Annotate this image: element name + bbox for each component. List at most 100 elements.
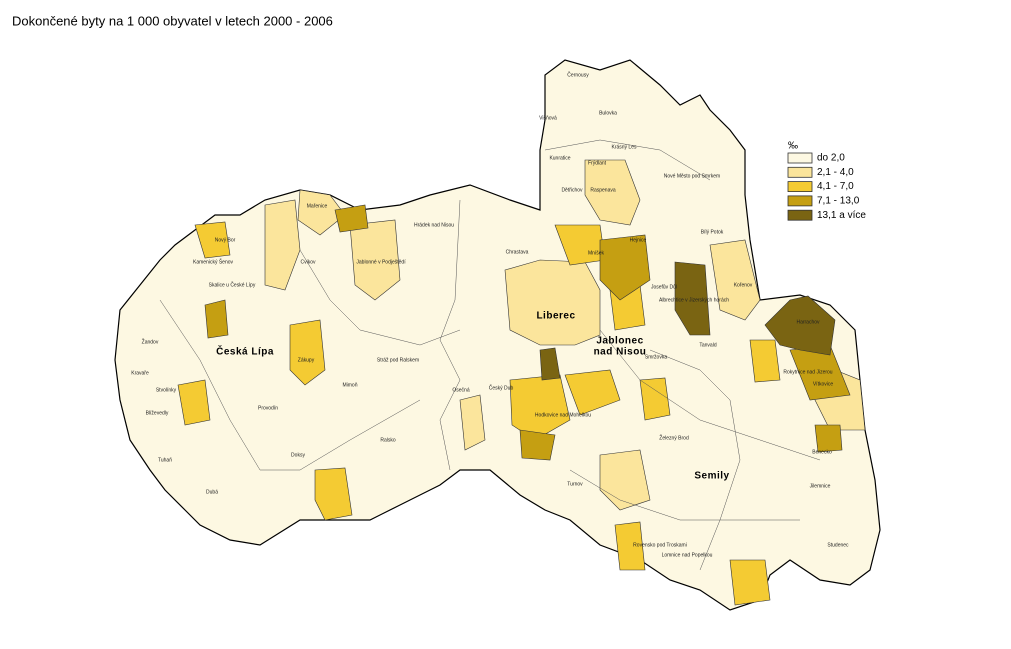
area bbox=[204, 299, 229, 339]
place-label: Mníšek bbox=[588, 250, 605, 256]
area bbox=[289, 319, 326, 386]
place-label: Dětřichov bbox=[561, 187, 583, 193]
legend-swatch bbox=[787, 209, 813, 221]
town-label: Semily bbox=[694, 471, 729, 482]
legend-swatch bbox=[787, 166, 813, 178]
area bbox=[194, 221, 231, 259]
place-label: Dubá bbox=[206, 489, 218, 495]
place-label: Nový Bor bbox=[215, 237, 236, 243]
legend-label: 13,1 a více bbox=[817, 210, 866, 221]
border-line bbox=[439, 199, 461, 471]
border-line bbox=[569, 469, 800, 521]
area bbox=[639, 377, 671, 421]
place-label: Hejnice bbox=[630, 237, 647, 243]
legend: ‰ do 2,0 2,1 - 4,0 4,1 - 7,0 7,1 - 13,0 13,1 … bbox=[787, 141, 866, 221]
place-label: Albrechtice v Jizerských horách bbox=[659, 297, 729, 303]
legend-swatch bbox=[787, 152, 813, 164]
area bbox=[177, 379, 211, 426]
place-label: Kravaře bbox=[131, 370, 149, 376]
place-label: Studenec bbox=[827, 542, 849, 548]
area bbox=[764, 295, 836, 356]
border-line bbox=[649, 349, 741, 571]
area bbox=[334, 204, 369, 233]
place-label: Jilemnice bbox=[810, 483, 831, 489]
area bbox=[459, 394, 486, 451]
legend-label: 2,1 - 4,0 bbox=[817, 167, 854, 178]
place-label: Lomnice nad Popelkou bbox=[662, 552, 713, 558]
place-label: Cvikov bbox=[300, 259, 316, 265]
place-label: Smržovka bbox=[645, 354, 667, 360]
border-line bbox=[544, 139, 711, 181]
place-label: Turnov bbox=[567, 481, 583, 487]
area bbox=[539, 347, 561, 381]
place-label: Kamenický Šenov bbox=[193, 258, 234, 265]
place-label: Železný Brod bbox=[659, 433, 689, 441]
area bbox=[314, 467, 353, 521]
place-label: Stráž pod Ralskem bbox=[377, 357, 419, 363]
map-title: Dokončené byty na 1 000 obyvatel v letec… bbox=[12, 13, 333, 28]
area bbox=[814, 424, 843, 453]
town-label: Liberec bbox=[536, 311, 575, 322]
place-label: Bulovka bbox=[599, 110, 617, 116]
place-label: Provodín bbox=[258, 405, 278, 411]
place-label: Benecko bbox=[812, 449, 832, 455]
place-label: Rokytnice nad Jizerou bbox=[783, 369, 832, 375]
area bbox=[564, 369, 621, 416]
area bbox=[599, 234, 651, 301]
place-label: Osečná bbox=[452, 387, 469, 393]
place-label: Blíževedly bbox=[146, 410, 169, 416]
place-label: Tanvald bbox=[699, 342, 716, 348]
place-label: Český Dub bbox=[489, 384, 514, 391]
place-label: Ralsko bbox=[380, 437, 396, 443]
area bbox=[519, 429, 556, 461]
place-label: Bílý Potok bbox=[701, 229, 724, 235]
area bbox=[584, 159, 641, 226]
area bbox=[349, 219, 401, 301]
place-label: Vítkovice bbox=[813, 381, 834, 387]
place-label: Stvolínky bbox=[156, 387, 177, 393]
border-line bbox=[599, 329, 821, 461]
town-label: Jablonec bbox=[596, 336, 643, 347]
place-label: Kořenov bbox=[734, 282, 753, 288]
place-label: Kunratice bbox=[549, 155, 570, 161]
area bbox=[504, 259, 601, 346]
place-label: Josefův Důl bbox=[651, 283, 677, 290]
legend-label: do 2,0 bbox=[817, 153, 845, 164]
legend-title: ‰ bbox=[788, 141, 798, 152]
town-label: nad Nisou bbox=[594, 347, 647, 358]
place-label: Černousy bbox=[567, 71, 589, 78]
legend-label: 7,1 - 13,0 bbox=[817, 196, 860, 207]
place-label: Rovensko pod Troskami bbox=[633, 542, 687, 548]
border-line bbox=[299, 249, 461, 346]
place-label: Tuhaň bbox=[158, 457, 172, 463]
area bbox=[709, 239, 761, 321]
place-label: Mimoň bbox=[342, 382, 357, 388]
region bbox=[114, 59, 881, 611]
legend-swatch bbox=[787, 195, 813, 207]
area bbox=[674, 261, 711, 336]
border-line bbox=[159, 299, 421, 471]
place-label: Zákupy bbox=[298, 357, 315, 363]
place-label: Frýdlant bbox=[588, 160, 607, 166]
place-label: Raspenava bbox=[590, 187, 616, 193]
place-label: Krásný Les bbox=[611, 144, 637, 150]
area bbox=[297, 189, 346, 236]
town-label: Česká Lípa bbox=[216, 345, 274, 358]
place-label: Hrádek nad Nisou bbox=[414, 222, 454, 228]
legend-label: 4,1 - 7,0 bbox=[817, 181, 854, 192]
place-label: Hodkovice nad Mohelkou bbox=[535, 412, 591, 418]
place-label: Harrachov bbox=[796, 319, 820, 325]
place-label: Nové Město pod Smrkem bbox=[664, 173, 720, 179]
place-label: Skalice u České Lípy bbox=[209, 281, 256, 288]
area bbox=[729, 559, 771, 606]
area bbox=[749, 339, 781, 383]
place-label: Mařenice bbox=[307, 203, 328, 209]
place-label: Chrastava bbox=[506, 249, 529, 255]
place-label: Žandov bbox=[142, 337, 159, 345]
place-label: Doksy bbox=[291, 452, 305, 458]
area bbox=[264, 199, 301, 291]
place-label: Višňová bbox=[539, 115, 557, 121]
area bbox=[614, 521, 646, 571]
